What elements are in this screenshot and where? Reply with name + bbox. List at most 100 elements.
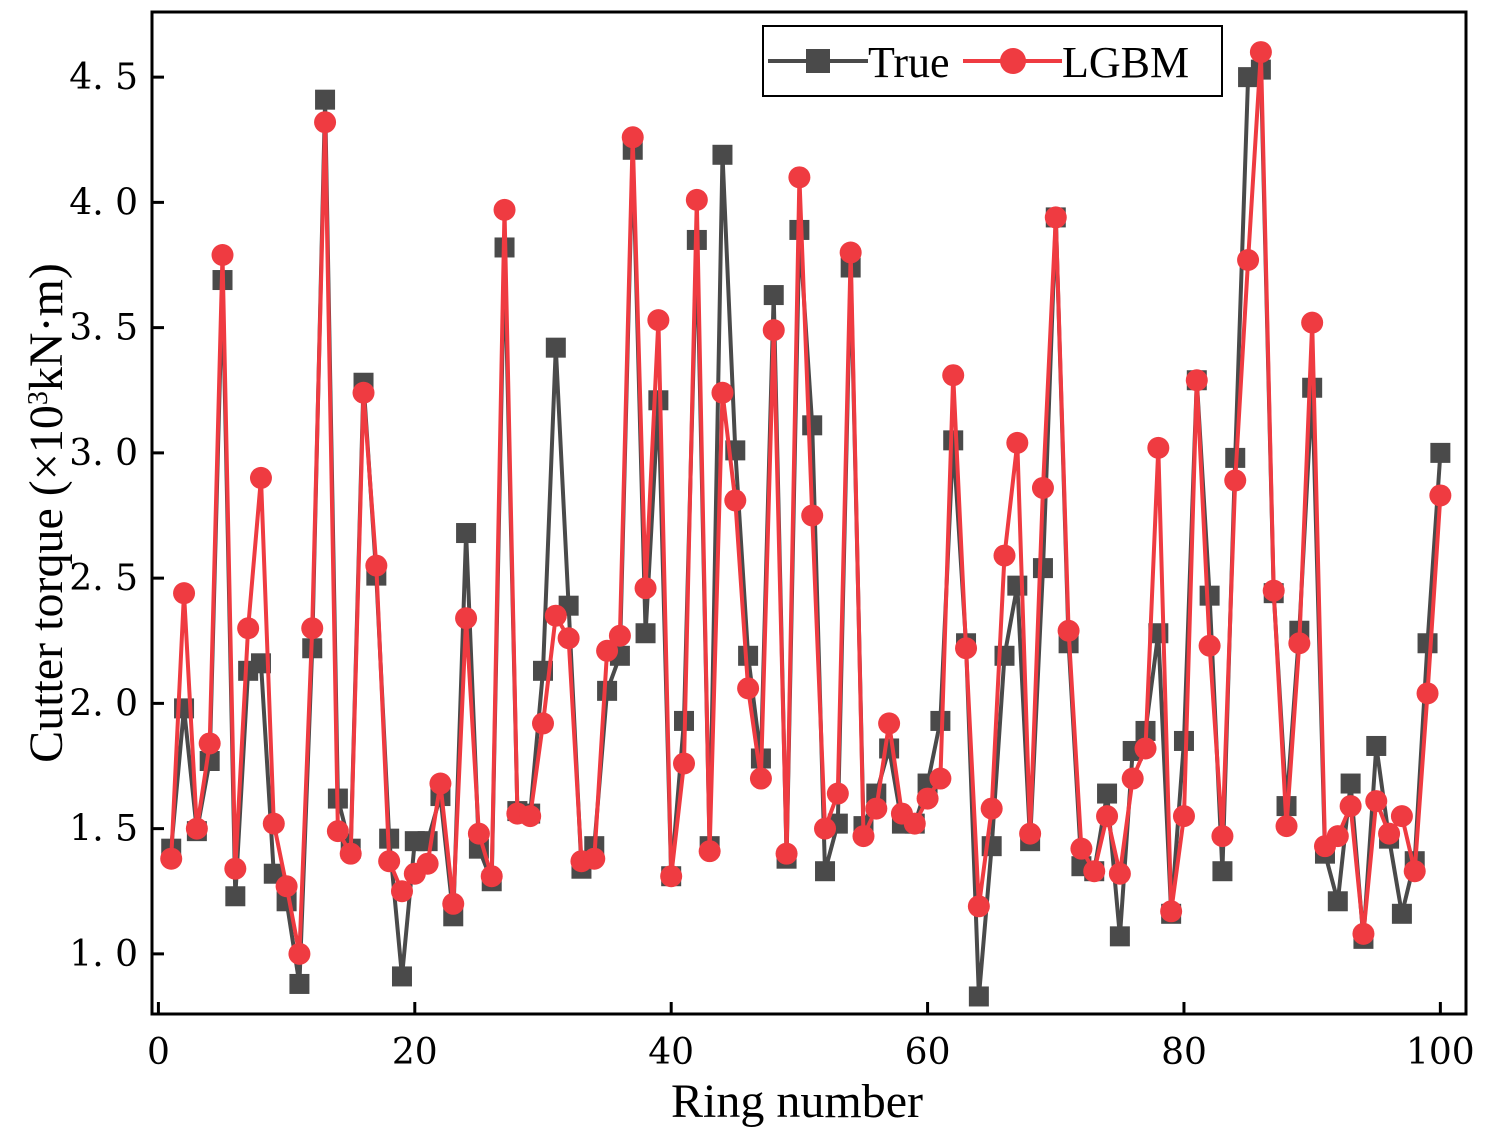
y-tick-label: 1. 0: [69, 934, 138, 975]
data-point-lgbm: [942, 364, 965, 387]
data-point-lgbm: [660, 865, 683, 888]
data-point-true: [1032, 558, 1053, 579]
data-point-lgbm: [775, 842, 798, 865]
data-point-lgbm: [762, 319, 785, 342]
data-point-lgbm: [416, 852, 439, 875]
x-tick-label: 0: [147, 1032, 170, 1073]
data-point-lgbm: [249, 466, 272, 489]
data-point-lgbm: [621, 126, 644, 149]
data-point-true: [315, 89, 336, 110]
data-point-lgbm: [519, 805, 542, 828]
y-axis-title: Cutter torque (×103kN·m): [20, 263, 73, 763]
data-point-true: [635, 623, 656, 644]
legend-lgbm-marker: [1000, 48, 1026, 74]
data-point-true: [712, 144, 733, 165]
data-point-lgbm: [1147, 436, 1170, 459]
data-point-true: [1430, 442, 1451, 463]
x-tick-label: 100: [1406, 1032, 1475, 1073]
data-point-lgbm: [1160, 900, 1183, 923]
data-point-lgbm: [185, 817, 208, 840]
data-point-true: [763, 285, 784, 306]
y-tick-label: 3. 0: [69, 433, 138, 474]
data-point-lgbm: [1006, 431, 1029, 454]
data-point-lgbm: [314, 111, 337, 134]
data-point-lgbm: [1108, 862, 1131, 885]
data-point-lgbm: [1044, 206, 1067, 229]
data-point-true: [738, 645, 759, 666]
data-point-lgbm: [749, 767, 772, 790]
data-point-lgbm: [1121, 767, 1144, 790]
legend-true-label: True: [868, 38, 950, 87]
data-point-true: [968, 986, 989, 1007]
data-point-lgbm: [1211, 825, 1234, 848]
data-point-true: [879, 738, 900, 759]
data-point-true: [1199, 585, 1220, 606]
data-point-lgbm: [647, 309, 670, 332]
data-point-lgbm: [1057, 619, 1080, 642]
data-point-true: [1366, 735, 1387, 756]
legend-true-marker: [806, 49, 830, 73]
legend-lgbm-label: LGBM: [1062, 38, 1189, 87]
data-point-true: [1327, 891, 1348, 912]
data-point-true: [289, 973, 310, 994]
x-tick-label: 20: [392, 1032, 438, 1073]
data-point-lgbm: [301, 617, 324, 640]
data-point-lgbm: [339, 842, 362, 865]
data-point-lgbm: [980, 797, 1003, 820]
data-point-lgbm: [698, 840, 721, 863]
data-point-lgbm: [1083, 860, 1106, 883]
y-tick-label: 4. 0: [69, 182, 138, 223]
data-point-lgbm: [1198, 634, 1221, 657]
y-tick-label: 2. 0: [69, 683, 138, 724]
y-tick-label: 2. 5: [69, 558, 138, 599]
y-tick-label: 4. 5: [69, 57, 138, 98]
data-point-lgbm: [326, 820, 349, 843]
data-point-true: [1417, 633, 1438, 654]
data-point-lgbm: [1378, 822, 1401, 845]
data-point-lgbm: [737, 677, 760, 700]
data-point-lgbm: [1288, 632, 1311, 655]
data-point-lgbm: [673, 752, 696, 775]
data-point-lgbm: [1301, 311, 1324, 334]
data-point-true: [391, 966, 412, 987]
data-point-lgbm: [352, 381, 375, 404]
y-axis-ticks: 1. 0 1. 5 2. 0 2. 5 3. 0 3. 5 4. 0 4. 5: [69, 57, 164, 975]
data-point-lgbm: [685, 188, 708, 211]
data-point-lgbm: [1172, 805, 1195, 828]
data-point-lgbm: [1224, 469, 1247, 492]
data-point-true: [417, 831, 438, 852]
data-point-lgbm: [711, 381, 734, 404]
data-point-lgbm: [1352, 922, 1375, 945]
data-point-true: [1340, 773, 1361, 794]
x-axis-ticks: 0 20 40 60 80 100: [147, 1002, 1475, 1073]
y-axis-title-superscript: 3: [23, 391, 54, 405]
data-point-true: [1109, 926, 1130, 947]
series-lgbm: [160, 41, 1452, 965]
data-point-true: [456, 523, 477, 544]
data-point-lgbm: [1429, 484, 1452, 507]
data-point-lgbm: [1262, 579, 1285, 602]
data-point-lgbm: [608, 624, 631, 647]
data-point-lgbm: [531, 712, 554, 735]
series-layer: [160, 41, 1452, 1007]
data-point-true: [1173, 730, 1194, 751]
x-axis-title: Ring number: [671, 1075, 923, 1128]
data-point-lgbm: [724, 489, 747, 512]
data-point-lgbm: [1185, 369, 1208, 392]
data-point-lgbm: [211, 243, 234, 266]
data-point-lgbm: [967, 895, 990, 918]
x-tick-label: 80: [1161, 1032, 1207, 1073]
data-point-lgbm: [557, 627, 580, 650]
data-point-lgbm: [442, 892, 465, 915]
data-point-true: [225, 886, 246, 907]
y-tick-label: 3. 5: [69, 308, 138, 349]
data-point-lgbm: [429, 772, 452, 795]
data-point-lgbm: [224, 857, 247, 880]
data-point-lgbm: [1275, 815, 1298, 838]
data-point-lgbm: [788, 166, 811, 189]
data-point-lgbm: [160, 847, 183, 870]
data-point-lgbm: [455, 607, 478, 630]
x-tick-label: 60: [905, 1032, 951, 1073]
data-point-lgbm: [198, 732, 221, 755]
data-point-lgbm: [814, 817, 837, 840]
